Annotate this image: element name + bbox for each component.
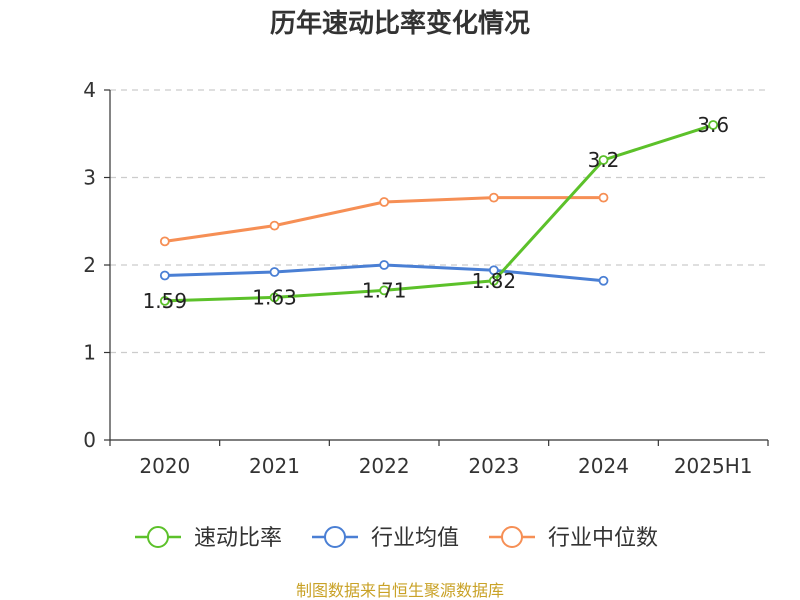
legend-marker (501, 526, 523, 548)
axes: 0 1 2 3 4 2020 2021 2022 2023 2024 2025H1 (83, 78, 769, 478)
data-point (159, 236, 170, 247)
data-point (269, 267, 280, 277)
data-label: 1.71 (362, 278, 407, 302)
data-point (269, 220, 280, 231)
data-point (598, 275, 609, 286)
legend-marker (147, 526, 169, 548)
x-tick-label: 2025H1 (674, 454, 753, 478)
data-label: 1.82 (472, 269, 517, 293)
data-label: 3.2 (588, 148, 620, 172)
y-tick-label: 2 (83, 253, 96, 277)
x-tick-label: 2023 (468, 454, 519, 478)
data-point (598, 155, 609, 165)
legend: 速动比率 行业均值 行业中位数 (135, 526, 658, 551)
x-tick-label: 2024 (578, 454, 629, 478)
y-tick-label: 4 (83, 78, 96, 102)
data-point (379, 260, 390, 270)
grid (110, 89, 768, 354)
series-line (164, 123, 714, 303)
data-point (159, 295, 170, 306)
legend-label: 行业中位数 (548, 526, 658, 551)
x-tick-label: 2020 (139, 454, 190, 478)
data-labels: 1.59 1.63 1.71 1.82 3.2 3.6 (143, 113, 730, 313)
data-point (159, 270, 170, 281)
data-point (598, 192, 609, 203)
x-tick-label: 2021 (249, 454, 300, 478)
y-tick-label: 3 (83, 166, 96, 190)
source-footer: 制图数据来自恒生聚源数据库 (296, 581, 504, 600)
data-label: 1.63 (252, 285, 297, 309)
legend-item: 速动比率 (135, 526, 282, 551)
data-point (488, 265, 499, 276)
legend-label: 速动比率 (194, 526, 282, 551)
data-point (379, 285, 390, 296)
series-layer (159, 120, 719, 306)
legend-marker (324, 526, 346, 548)
x-tick-label: 2022 (359, 454, 410, 478)
legend-item: 行业均值 (312, 526, 459, 551)
legend-label: 行业均值 (371, 526, 459, 551)
data-point (488, 275, 499, 286)
data-point (269, 292, 280, 303)
data-point (488, 192, 499, 203)
y-tick-label: 0 (83, 428, 96, 452)
data-point (379, 197, 390, 207)
legend-item: 行业中位数 (489, 526, 658, 551)
data-label: 3.6 (697, 113, 729, 137)
chart-title: 历年速动比率变化情况 (270, 8, 530, 39)
data-point (708, 120, 719, 130)
data-label: 1.59 (143, 289, 188, 313)
y-tick-label: 1 (83, 341, 96, 365)
